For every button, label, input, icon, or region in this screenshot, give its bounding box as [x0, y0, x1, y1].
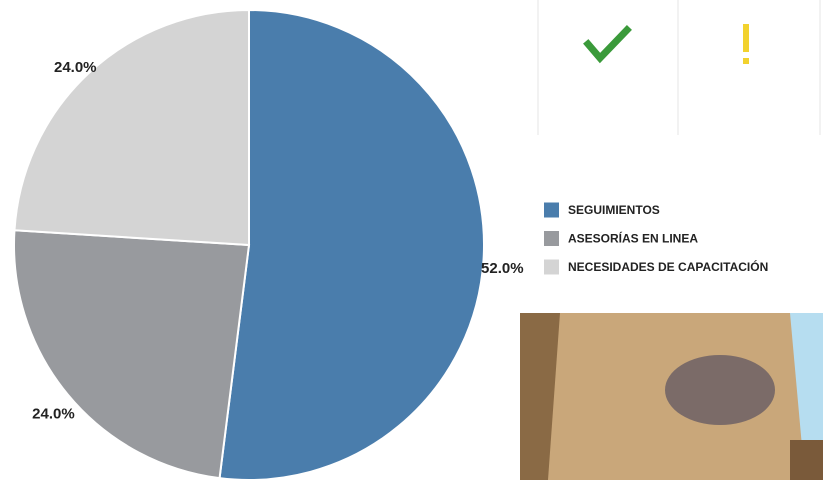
pie-slice	[220, 10, 484, 480]
chart: SEGUIMIENTOS ASESORÍAS EN LINEA NECESIDADE…	[0, 0, 823, 480]
data-label: 52.0%	[481, 260, 524, 277]
pie-slice	[14, 10, 249, 245]
legend-swatch	[544, 260, 559, 275]
legend-swatch	[544, 231, 559, 246]
photo	[520, 313, 823, 480]
legend-label: ASESORÍAS EN LINEA	[568, 231, 698, 246]
pie-slice	[14, 230, 249, 478]
warning-icon	[743, 24, 749, 52]
legend-label: SEGUIMIENTOS	[568, 203, 660, 217]
check-icon	[588, 30, 627, 58]
photo-detail	[790, 440, 823, 480]
page: SEGUIMIENTOS ASESORÍAS EN LINEA NECESIDADE…	[0, 0, 823, 480]
legend-label: NECESIDADES DE CAPACITACIÓN	[568, 259, 768, 274]
warning-icon	[743, 58, 749, 64]
status-panel	[538, 0, 820, 135]
data-label: 24.0%	[32, 406, 75, 423]
photo-sign	[665, 355, 775, 425]
legend: SEGUIMIENTOS ASESORÍAS EN LINEA NECESIDADE…	[544, 203, 768, 275]
pie	[14, 10, 484, 480]
data-label: 24.0%	[54, 59, 97, 76]
legend-swatch	[544, 203, 559, 218]
